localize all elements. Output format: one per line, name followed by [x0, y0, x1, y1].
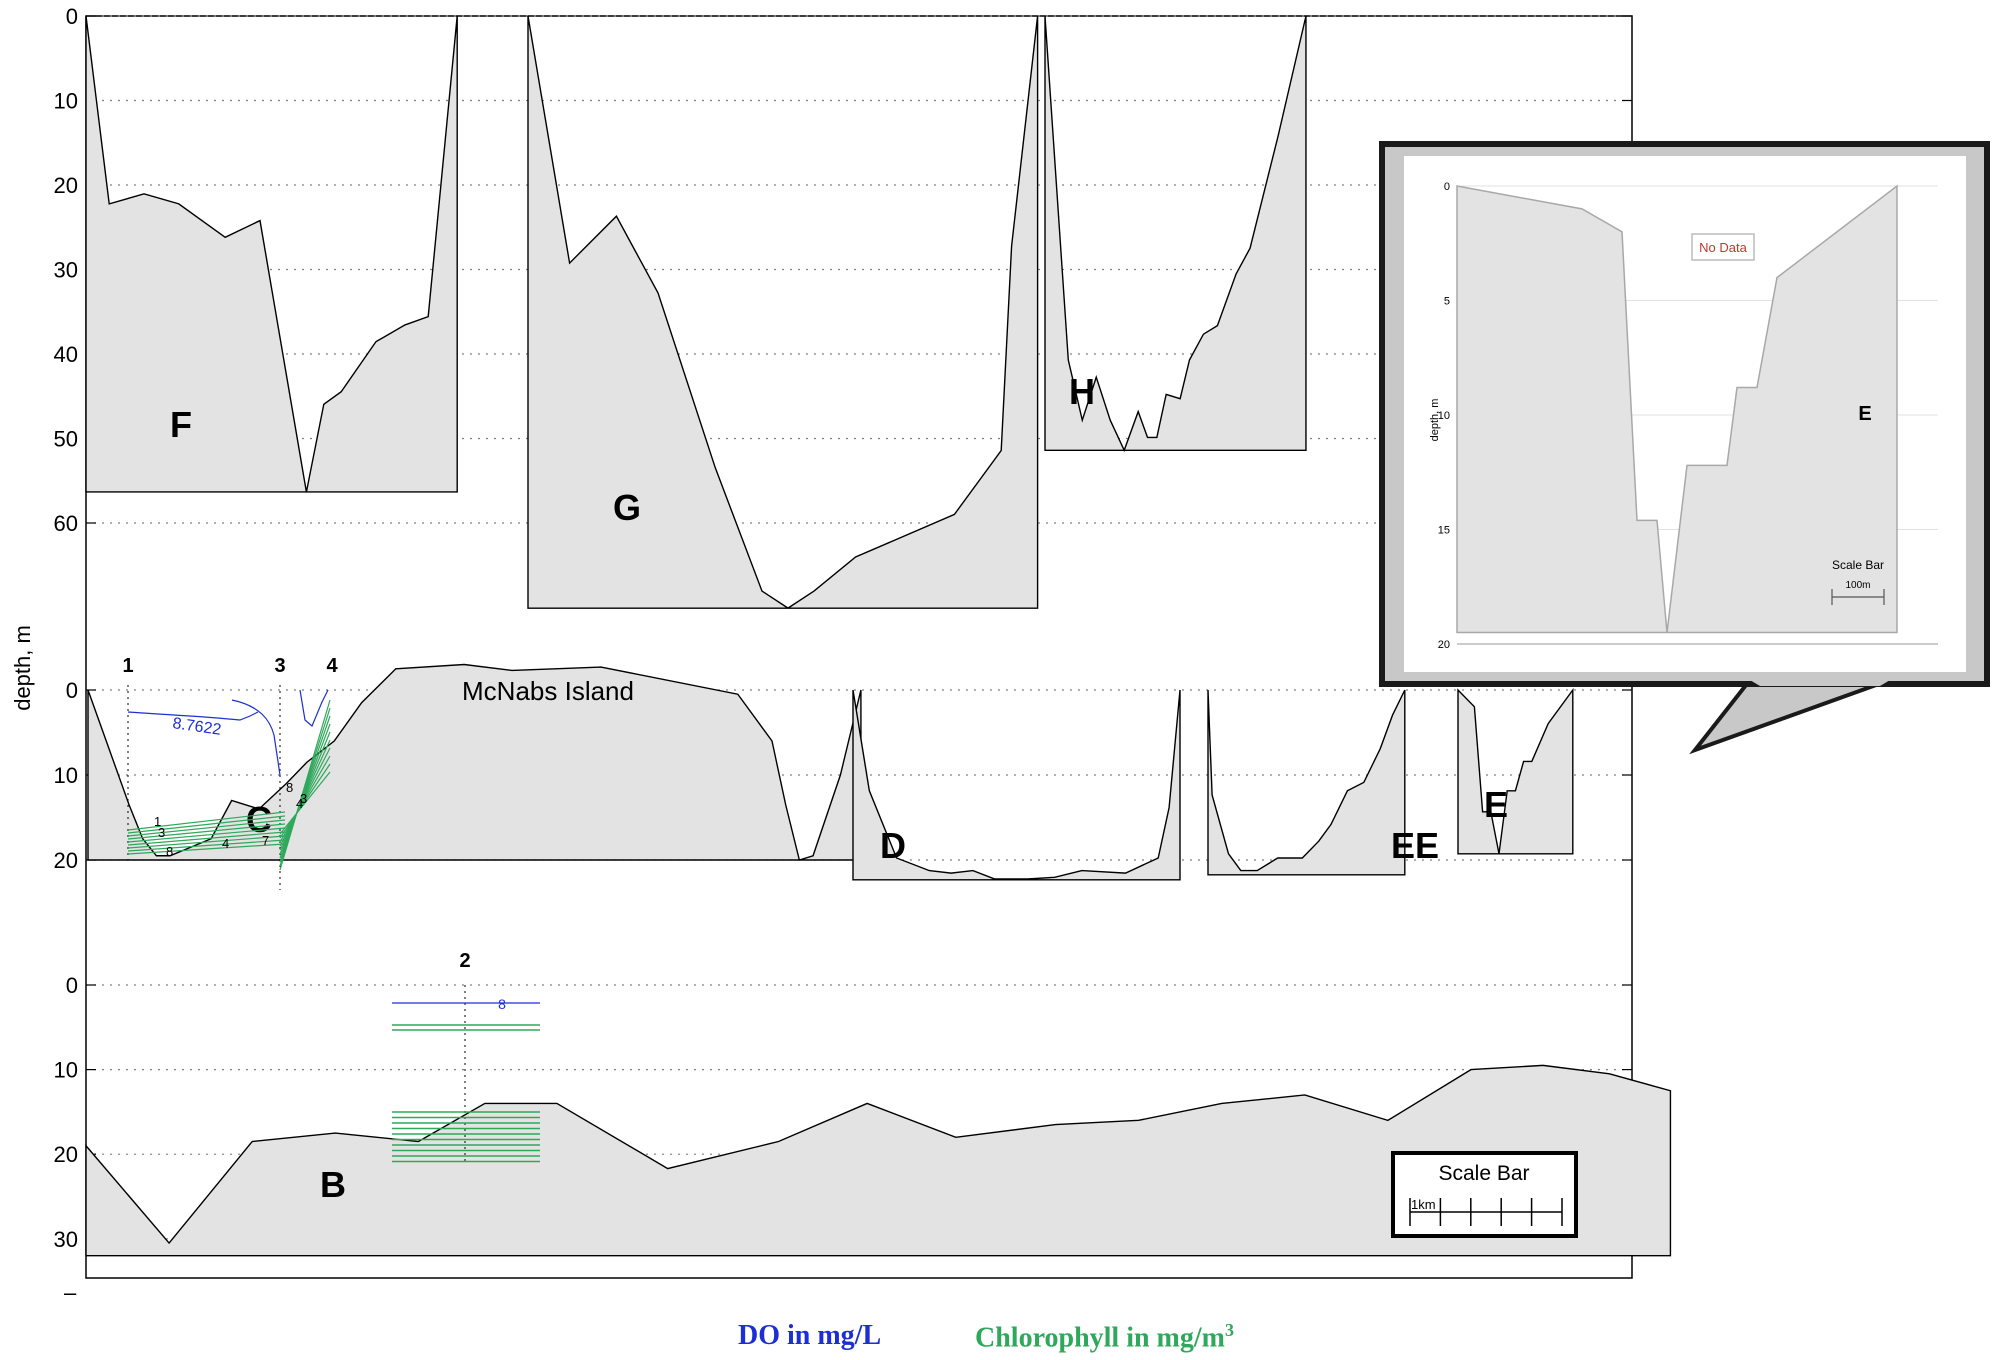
station-label: 4 [326, 655, 338, 677]
inset-tick-label: 0 [1444, 181, 1450, 193]
do-contour [127, 711, 259, 721]
tick-label: 50 [54, 427, 78, 452]
chlorophyll-line [127, 823, 286, 840]
chlorophyll-line [127, 843, 286, 855]
no-data-box [1691, 233, 1755, 261]
inset-profile [1456, 184, 1898, 634]
tick-label: 60 [54, 511, 78, 536]
profile-d [852, 689, 1181, 881]
profile-c [87, 663, 862, 861]
inset-scale-bar-title: Scale Bar [1832, 558, 1884, 572]
panel-label-b: B [320, 1164, 346, 1205]
chlorophyll-line [279, 763, 331, 839]
profile-e [1457, 687, 1574, 855]
callout-pointer [1689, 678, 1891, 755]
inset-panel-label: E [1858, 403, 1871, 425]
tick-label: 10 [54, 89, 78, 114]
chlorophyll-line [279, 723, 331, 859]
contour-number: 3 [158, 825, 165, 840]
tick-label: 10 [54, 763, 78, 788]
chlorophyll-line [127, 811, 286, 831]
chlorophyll-line [127, 815, 286, 834]
tick-label: 40 [54, 342, 78, 367]
contour-number: 8 [286, 780, 293, 795]
do-contour [299, 689, 329, 727]
tick-label: 0 [66, 973, 78, 998]
contour-number: 3 [300, 791, 307, 806]
plot-frame [85, 15, 1633, 1279]
profile-f [85, 15, 458, 493]
chlorophyll-line [279, 747, 331, 847]
contour-number: 8 [166, 844, 173, 859]
contour-number: 4 [296, 796, 303, 811]
panel-label-ee: EE [1391, 825, 1439, 866]
chlorophyll-line [127, 839, 286, 852]
do-contour-label: 8.7622 [171, 715, 222, 739]
tick-label: 0 [66, 4, 78, 29]
profile-h [1044, 15, 1307, 453]
inset-scale-bar-length: 100m [1845, 580, 1870, 591]
chlorophyll-line [279, 755, 331, 843]
inset-tick-label: 15 [1438, 525, 1450, 537]
scale-bar-title: Scale Bar [1438, 1162, 1529, 1185]
inset-callout: 0 5 10 15 20 depth, m E No Data Scale Bar 100m [1379, 141, 1990, 755]
do-contour-label: 8 [498, 996, 506, 1012]
legend-do: DO in mg/L [738, 1320, 882, 1351]
panel-label-e: E [1484, 784, 1508, 825]
chlorophyll-line [127, 827, 286, 843]
contour-number: 4 [222, 836, 229, 851]
chlorophyll-line [127, 831, 286, 846]
tick-label: 30 [54, 1227, 78, 1252]
station-label: 2 [459, 950, 470, 972]
tick-label: 30 [54, 258, 78, 283]
callout-joint [1750, 680, 1890, 686]
station-label: 3 [274, 655, 285, 677]
tick-label: 0 [66, 678, 78, 703]
profile-b [85, 1064, 1672, 1257]
chlorophyll-line [279, 771, 331, 835]
profile-ee [1207, 689, 1406, 876]
minus-tick: – [64, 1280, 77, 1305]
station-label: 1 [122, 655, 133, 677]
chlorophyll-line [279, 739, 331, 851]
scale-bar-length: 1km [1411, 1197, 1436, 1212]
do-contour [231, 699, 281, 776]
tick-label: 10 [54, 1058, 78, 1083]
scale-bar-box [1391, 1151, 1578, 1238]
panel-label-h: H [1069, 371, 1095, 412]
tick-label: 20 [54, 173, 78, 198]
inset-tick-label: 20 [1438, 639, 1450, 651]
tick-label: 20 [54, 848, 78, 873]
chlorophyll-line [279, 715, 331, 863]
tick-label: 20 [54, 1142, 78, 1167]
chlorophyll-line [279, 731, 331, 855]
contour-number: 1 [154, 814, 161, 829]
contour-number: 7 [262, 833, 269, 848]
y-axis-label: depth, m [10, 625, 35, 711]
panel-label-g: G [613, 487, 641, 528]
chlorophyll-line [279, 699, 331, 871]
panel-label-d: D [880, 825, 906, 866]
chlorophyll-line [279, 707, 331, 867]
inset-tick-label: 10 [1438, 410, 1450, 422]
inset-y-label: depth, m [1429, 399, 1441, 442]
profile-g [527, 15, 1039, 609]
legend-chlorophyll: Chlorophyll in mg/m3 [975, 1320, 1234, 1354]
inset-tick-label: 5 [1444, 296, 1450, 308]
island-label: McNabs Island [462, 676, 634, 706]
no-data-label: No Data [1699, 240, 1747, 255]
panel-label-f: F [170, 404, 192, 445]
chlorophyll-line [127, 835, 286, 849]
chlorophyll-line [127, 819, 286, 837]
